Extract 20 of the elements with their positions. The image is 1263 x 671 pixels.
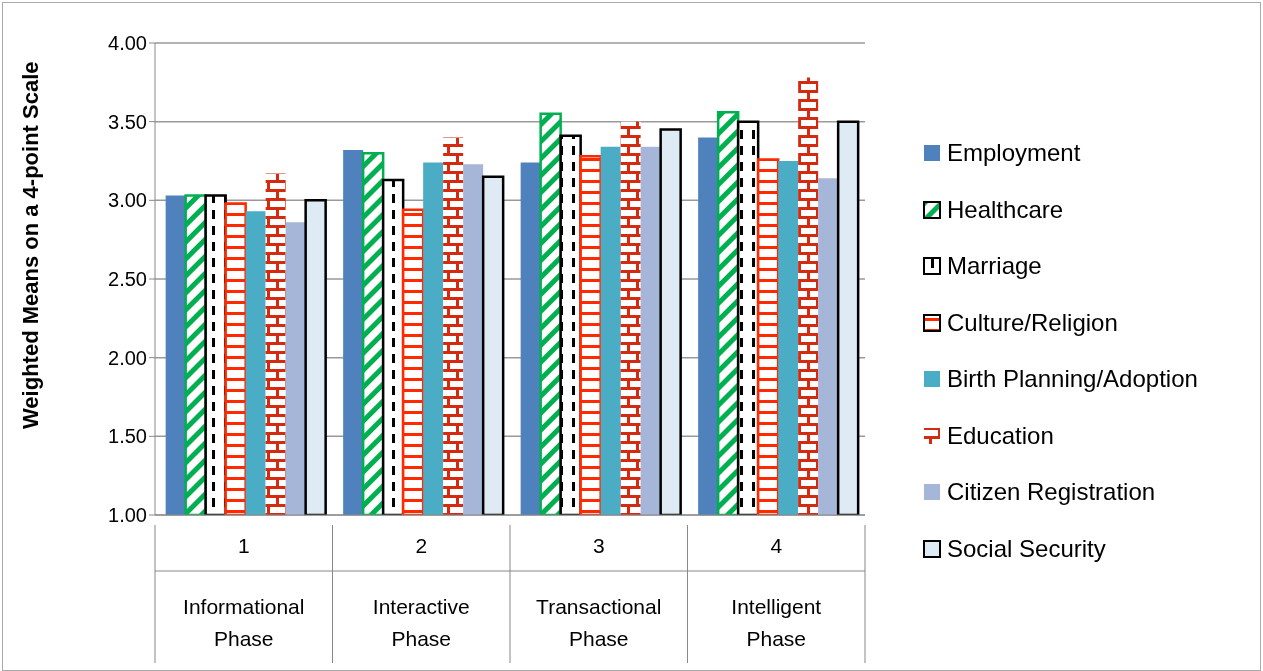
category-label: 2 Interactive Phase [372, 534, 470, 650]
legend-label: Social Security [947, 534, 1106, 563]
y-tick-label: 1.50 [108, 425, 147, 448]
category-label: 1 Informational Phase [183, 534, 305, 650]
y-tick-label: 3.50 [108, 110, 147, 133]
legend-label: Citizen Registration [947, 478, 1156, 507]
y-tick-label: 1.00 [108, 504, 147, 527]
legend-label: Marriage [947, 252, 1042, 281]
category-label: 4 Intelligent Phase [731, 534, 822, 650]
legend-label: Birth Planning/Adoption [947, 365, 1198, 394]
category-label: 3 Transactional Phase [536, 534, 662, 650]
y-tick-label: 4.00 [108, 32, 147, 55]
legend-label: Employment [947, 139, 1081, 168]
legend-label: Education [947, 421, 1054, 450]
y-tick-label: 2.50 [108, 268, 147, 291]
legend-label: Culture/Religion [947, 308, 1118, 337]
legend-label: Healthcare [947, 195, 1064, 224]
y-axis-title: Weighted Means on a 4-point Scale [17, 61, 43, 429]
y-tick-label: 3.00 [108, 189, 147, 212]
y-tick-label: 2.00 [108, 346, 147, 369]
